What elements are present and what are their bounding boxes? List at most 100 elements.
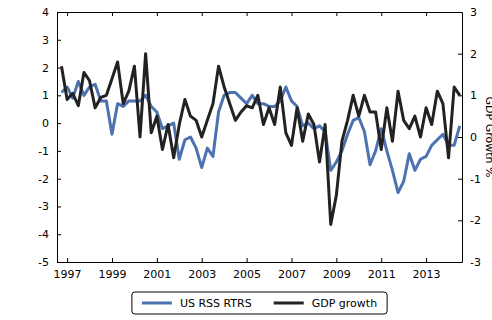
y2-axis: -3 -2 -1 0 1 2 3 [458, 6, 481, 269]
tick-mark [57, 12, 61, 13]
tick: -4 [38, 228, 61, 241]
tick [291, 12, 292, 16]
tick: -2 [458, 214, 481, 227]
tick-mark [458, 12, 462, 13]
tick: 2009 [323, 258, 351, 281]
tick [247, 12, 248, 16]
tick-mark [336, 12, 337, 16]
tick: 2005 [233, 258, 261, 281]
tick-mark [57, 95, 61, 96]
axis-line [57, 13, 58, 263]
tick [336, 12, 337, 16]
tick [381, 12, 382, 16]
tick: -3 [458, 256, 481, 269]
tick: 1999 [98, 258, 126, 281]
lines [61, 54, 459, 225]
tick [426, 12, 427, 16]
tick-mark [336, 258, 337, 262]
tick-label: 3 [470, 6, 477, 19]
tick-mark [458, 54, 462, 55]
tick-mark [291, 258, 292, 262]
tick-mark [458, 262, 462, 263]
tick-mark [157, 12, 158, 16]
tick: 1 [458, 89, 477, 102]
tick-label: 2007 [278, 268, 306, 281]
tick-label: -2 [38, 173, 49, 186]
tick: 2001 [143, 258, 171, 281]
tick-label: -2 [470, 214, 481, 227]
tick-mark [57, 151, 61, 152]
tick-label: -5 [38, 256, 49, 269]
tick: 3 [458, 6, 477, 19]
tick-label: 2013 [413, 268, 441, 281]
tick: -1 [458, 173, 481, 186]
tick: -1 [38, 145, 61, 158]
tick-mark [57, 123, 61, 124]
tick: 4 [42, 6, 61, 19]
tick-mark [57, 234, 61, 235]
tick-label: -3 [470, 256, 481, 269]
tick: 2007 [278, 258, 306, 281]
legend-box [132, 292, 387, 314]
tick [67, 12, 68, 16]
legend: US RSS RTRS GDP growth [132, 292, 387, 314]
tick-mark [157, 258, 158, 262]
tick: 0 [458, 131, 477, 144]
tick: 2013 [413, 258, 441, 281]
legend-label: GDP growth [312, 297, 377, 310]
tick-mark [247, 12, 248, 16]
tick-label: -3 [38, 200, 49, 213]
tick: -5 [38, 256, 61, 269]
tick-label: 0 [42, 117, 49, 130]
x-axis-top [58, 12, 463, 16]
tick-label: 4 [42, 6, 49, 19]
tick-label: 2001 [143, 268, 171, 281]
tick-mark [57, 40, 61, 41]
tick-label: 0 [470, 131, 477, 144]
tick: 2003 [188, 258, 216, 281]
tick: 3 [42, 34, 61, 47]
tick-label: -1 [38, 145, 49, 158]
tick-label: -4 [38, 228, 49, 241]
tick-mark [202, 258, 203, 262]
tick-label: 1 [42, 89, 49, 102]
tick: 0 [42, 117, 61, 130]
tick: -2 [38, 173, 61, 186]
plot: 199719992001200320052007200920112013-5-4… [38, 6, 481, 281]
legend-swatch [274, 302, 304, 305]
tick [202, 12, 203, 16]
legend-label: US RSS RTRS [180, 297, 252, 310]
y-axis: -5 -4 -3 -2 -1 0 1 2 3 4 [38, 6, 61, 269]
tick-mark [426, 258, 427, 262]
legend-swatch [142, 302, 172, 305]
tick-mark [57, 206, 61, 207]
tick-mark [112, 258, 113, 262]
tick: 2 [458, 48, 477, 61]
tick-label: 2005 [233, 268, 261, 281]
tick-mark [247, 258, 248, 262]
tick-label: 3 [42, 34, 49, 47]
tick-label: 1997 [54, 268, 82, 281]
tick: 1 [42, 89, 61, 102]
axis-line [58, 262, 463, 263]
tick-mark [67, 12, 68, 16]
axis-line [462, 13, 463, 263]
tick-label: 2011 [368, 268, 396, 281]
x-axis: 1997 1999 2001 2003 2005 2007 2009 2011 2013 [54, 258, 463, 281]
tick-mark [381, 258, 382, 262]
tick-mark [291, 12, 292, 16]
legend-item: GDP growth [274, 297, 377, 310]
tick-label: 2 [470, 48, 477, 61]
tick [157, 12, 158, 16]
tick: -3 [38, 200, 61, 213]
y2-axis-title: GDP Growth % [483, 97, 492, 178]
tick-label: 2 [42, 62, 49, 75]
tick-label: 1 [470, 89, 477, 102]
tick-mark [458, 179, 462, 180]
axis-line [58, 12, 463, 13]
tick-mark [112, 12, 113, 16]
tick: 2011 [368, 258, 396, 281]
tick-mark [57, 179, 61, 180]
tick-mark [381, 12, 382, 16]
tick-mark [67, 258, 68, 262]
